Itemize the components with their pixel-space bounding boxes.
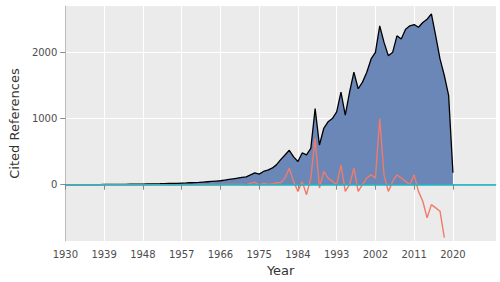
svg-text:1975: 1975 — [246, 249, 271, 260]
svg-text:1000: 1000 — [32, 113, 57, 124]
svg-text:0: 0 — [51, 179, 57, 190]
svg-text:2011: 2011 — [401, 249, 426, 260]
svg-text:1993: 1993 — [324, 249, 349, 260]
svg-text:1948: 1948 — [130, 249, 155, 260]
svg-text:2002: 2002 — [363, 249, 388, 260]
svg-text:2020: 2020 — [440, 249, 465, 260]
svg-text:1957: 1957 — [169, 249, 194, 260]
svg-text:Cited References: Cited References — [7, 68, 22, 179]
svg-text:1939: 1939 — [91, 249, 116, 260]
svg-text:1984: 1984 — [285, 249, 310, 260]
svg-text:1966: 1966 — [208, 249, 233, 260]
svg-text:1930: 1930 — [53, 249, 78, 260]
svg-text:Year: Year — [266, 263, 295, 278]
svg-text:2000: 2000 — [32, 47, 57, 58]
